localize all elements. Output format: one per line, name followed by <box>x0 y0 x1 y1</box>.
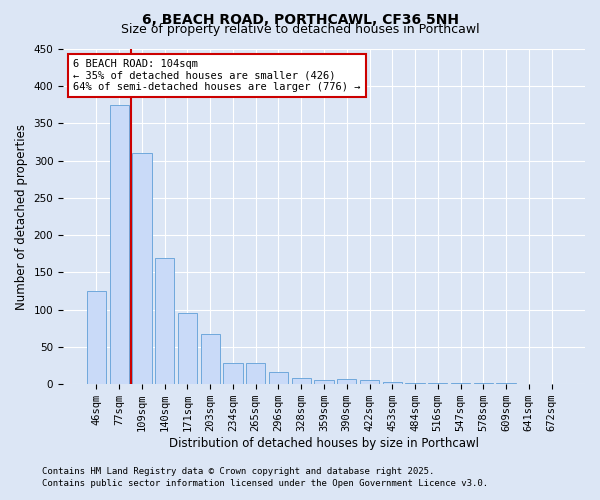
Text: Contains HM Land Registry data © Crown copyright and database right 2025.
Contai: Contains HM Land Registry data © Crown c… <box>42 466 488 487</box>
Bar <box>155 258 175 384</box>
Bar <box>246 364 265 384</box>
Bar <box>132 154 152 384</box>
Bar <box>87 291 106 384</box>
Text: 6, BEACH ROAD, PORTHCAWL, CF36 5NH: 6, BEACH ROAD, PORTHCAWL, CF36 5NH <box>142 12 458 26</box>
Bar <box>406 382 425 384</box>
Bar <box>360 380 379 384</box>
Bar <box>223 364 242 384</box>
Text: Size of property relative to detached houses in Porthcawl: Size of property relative to detached ho… <box>121 22 479 36</box>
Bar <box>383 382 402 384</box>
Bar <box>200 334 220 384</box>
Bar <box>269 372 288 384</box>
Bar <box>292 378 311 384</box>
Text: 6 BEACH ROAD: 104sqm
← 35% of detached houses are smaller (426)
64% of semi-deta: 6 BEACH ROAD: 104sqm ← 35% of detached h… <box>73 59 361 92</box>
Y-axis label: Number of detached properties: Number of detached properties <box>15 124 28 310</box>
Bar <box>110 105 129 384</box>
Bar <box>178 314 197 384</box>
Bar <box>337 379 356 384</box>
Bar <box>314 380 334 384</box>
X-axis label: Distribution of detached houses by size in Porthcawl: Distribution of detached houses by size … <box>169 437 479 450</box>
